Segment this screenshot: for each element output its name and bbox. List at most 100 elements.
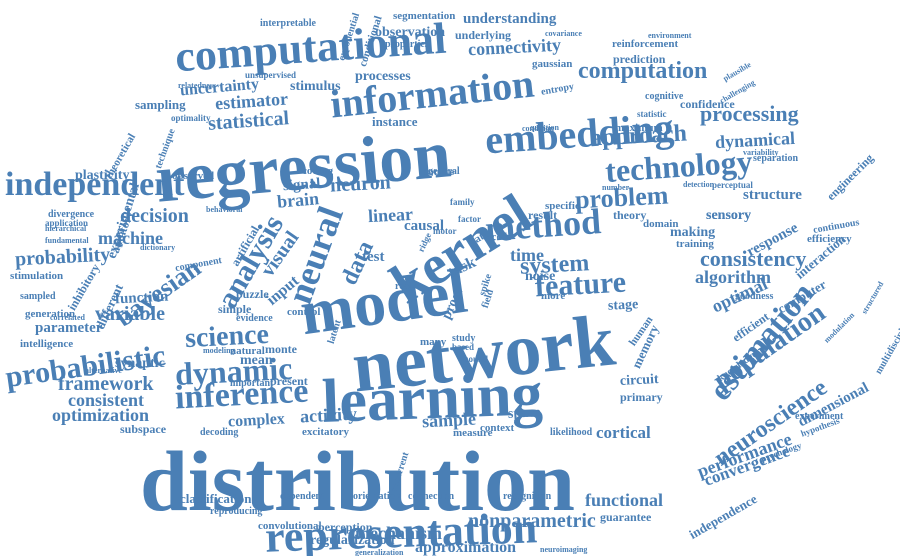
- word-plasticity: plasticity: [75, 168, 130, 184]
- word-interpretable: interpretable: [260, 18, 316, 30]
- word-simple: simple: [218, 301, 252, 316]
- word-neuron: neuron: [329, 171, 392, 197]
- word-observed: observed: [172, 170, 215, 183]
- word-hierarchical: hierarchical: [45, 223, 87, 233]
- word-subspace: subspace: [120, 421, 167, 436]
- word-recognition: recognition: [503, 491, 552, 503]
- word-source: source: [424, 166, 455, 179]
- word-nonparametric: nonparametric: [468, 510, 596, 533]
- word-environment: environment: [648, 30, 692, 40]
- word-decision: decision: [120, 205, 189, 228]
- word-evidence: evidence: [236, 313, 273, 325]
- word-many: many: [420, 336, 447, 349]
- word-application: application: [45, 217, 89, 228]
- word-divergence: divergence: [48, 209, 95, 221]
- word-convolutional: convolutional: [258, 520, 322, 533]
- word-intelligence: intelligence: [20, 338, 74, 351]
- word-signal: signal: [282, 176, 321, 195]
- word-consistency: consistency: [700, 245, 807, 271]
- word-variable: variable: [95, 303, 165, 326]
- word-stimulation: stimulation: [10, 270, 64, 283]
- word-prediction: prediction: [613, 51, 666, 66]
- word-underlying: underlying: [455, 27, 512, 42]
- word-modulation: modulation: [822, 310, 857, 345]
- word-instance: instance: [372, 113, 418, 129]
- word-consistent: consistent: [68, 389, 144, 410]
- word-optimality: optimality: [171, 112, 211, 123]
- word-orientation: orientation: [353, 491, 401, 503]
- word-time: time: [510, 244, 544, 265]
- word-sampled: sampled: [20, 291, 56, 303]
- word-experiment: experiment: [795, 411, 844, 423]
- word-circuit: circuit: [619, 372, 659, 390]
- word-excitatory: excitatory: [302, 426, 350, 439]
- word-more: more: [541, 290, 566, 303]
- word-noise: noise: [525, 269, 556, 285]
- word-space: space: [507, 405, 542, 422]
- word-maximum: maximum: [615, 122, 663, 135]
- word-confidence: confidence: [680, 96, 735, 111]
- word-synaptic: synaptic: [115, 356, 165, 372]
- word-making: making: [670, 225, 716, 241]
- word-stage: stage: [607, 297, 639, 314]
- word-variability: variability: [743, 147, 779, 157]
- word-puzzle: puzzle: [236, 286, 269, 301]
- word-fundamental: fundamental: [45, 235, 89, 245]
- word-functional: functional: [585, 489, 664, 510]
- word-motor: motor: [433, 225, 457, 236]
- word-optimization: optimization: [52, 404, 149, 425]
- word-domain: domain: [643, 218, 679, 231]
- word-condition: condition: [522, 123, 555, 133]
- word-neuroimaging: neuroimaging: [540, 544, 588, 554]
- word-based: based: [452, 341, 475, 352]
- word-parameter: parameter: [35, 320, 103, 337]
- word-coding: coding: [302, 165, 334, 178]
- word-goodness: goodness: [735, 291, 774, 303]
- word-specific: specific: [545, 200, 580, 213]
- word-cortical: cortical: [596, 422, 651, 442]
- word-entropy: entropy: [540, 81, 575, 98]
- word-independence: independence: [686, 490, 760, 542]
- word-generation: generation: [25, 308, 76, 321]
- word-present: present: [270, 373, 308, 388]
- word-sensory: sensory: [706, 208, 752, 224]
- word-factor: factor: [458, 213, 481, 224]
- word-general: general: [428, 166, 460, 178]
- word-correlated: correlated: [50, 312, 85, 322]
- word-gaussian: gaussian: [532, 58, 573, 71]
- word-dependent: dependent: [280, 491, 325, 503]
- word-mean: mean: [240, 353, 273, 369]
- word-decoding: decoding: [200, 427, 239, 439]
- word-processes: processes: [355, 69, 411, 85]
- word-mechanism: mechanism: [355, 522, 442, 543]
- word-cognitive: cognitive: [645, 91, 684, 103]
- word-behavioral: behavioral: [206, 204, 243, 214]
- word-independent: independent: [5, 166, 185, 204]
- word-real: real: [395, 281, 412, 293]
- word-code: code: [492, 232, 512, 244]
- word-detection: detection: [683, 179, 715, 189]
- word-structured: structured: [859, 279, 886, 316]
- word-connection: connection: [408, 491, 455, 503]
- word-likelihood: likelihood: [550, 427, 593, 439]
- word-processing: processing: [700, 100, 799, 126]
- word-relatedness: relatedness: [178, 80, 217, 90]
- word-modeling: modeling: [203, 345, 235, 355]
- word-monte: monte: [265, 341, 297, 356]
- word-activity: activity: [299, 403, 358, 427]
- word-control: control: [287, 306, 321, 319]
- word-efficiency: efficiency: [807, 233, 852, 246]
- word-theory: theory: [613, 207, 647, 222]
- word-perceptual: perceptual: [712, 179, 753, 190]
- word-separation: separation: [753, 153, 798, 165]
- word-machine: machine: [98, 227, 163, 248]
- word-study: study: [452, 333, 476, 345]
- word-classification: classification: [180, 490, 252, 506]
- word-test: test: [362, 249, 385, 266]
- word-reinforcement: reinforcement: [612, 38, 679, 51]
- word-understanding: understanding: [463, 11, 557, 28]
- word-number: number: [602, 182, 630, 192]
- word-perception: perception: [318, 519, 373, 534]
- word-causal: causal: [404, 218, 445, 235]
- word-stimulus: stimulus: [290, 79, 341, 95]
